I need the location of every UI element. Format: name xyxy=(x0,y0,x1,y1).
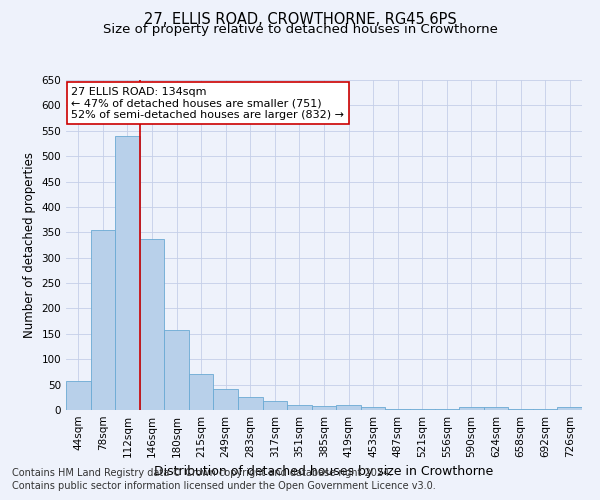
Y-axis label: Number of detached properties: Number of detached properties xyxy=(23,152,36,338)
Text: Size of property relative to detached houses in Crowthorne: Size of property relative to detached ho… xyxy=(103,22,497,36)
Bar xyxy=(287,405,312,410)
Bar xyxy=(189,374,214,410)
Bar xyxy=(263,402,287,410)
Bar xyxy=(164,330,189,410)
X-axis label: Distribution of detached houses by size in Crowthorne: Distribution of detached houses by size … xyxy=(154,466,494,478)
Text: 27, ELLIS ROAD, CROWTHORNE, RG45 6PS: 27, ELLIS ROAD, CROWTHORNE, RG45 6PS xyxy=(143,12,457,28)
Bar xyxy=(66,380,91,410)
Bar xyxy=(238,398,263,410)
Bar xyxy=(214,388,238,410)
Bar xyxy=(459,408,484,410)
Bar xyxy=(385,409,410,410)
Bar xyxy=(140,239,164,410)
Text: Contains public sector information licensed under the Open Government Licence v3: Contains public sector information licen… xyxy=(12,481,436,491)
Bar xyxy=(361,408,385,410)
Bar xyxy=(312,406,336,410)
Bar xyxy=(484,408,508,410)
Bar xyxy=(91,230,115,410)
Bar xyxy=(557,408,582,410)
Bar xyxy=(115,136,140,410)
Bar xyxy=(508,409,533,410)
Text: Contains HM Land Registry data © Crown copyright and database right 2024.: Contains HM Land Registry data © Crown c… xyxy=(12,468,392,477)
Bar xyxy=(336,405,361,410)
Text: 27 ELLIS ROAD: 134sqm
← 47% of detached houses are smaller (751)
52% of semi-det: 27 ELLIS ROAD: 134sqm ← 47% of detached … xyxy=(71,86,344,120)
Bar xyxy=(434,409,459,410)
Bar xyxy=(410,409,434,410)
